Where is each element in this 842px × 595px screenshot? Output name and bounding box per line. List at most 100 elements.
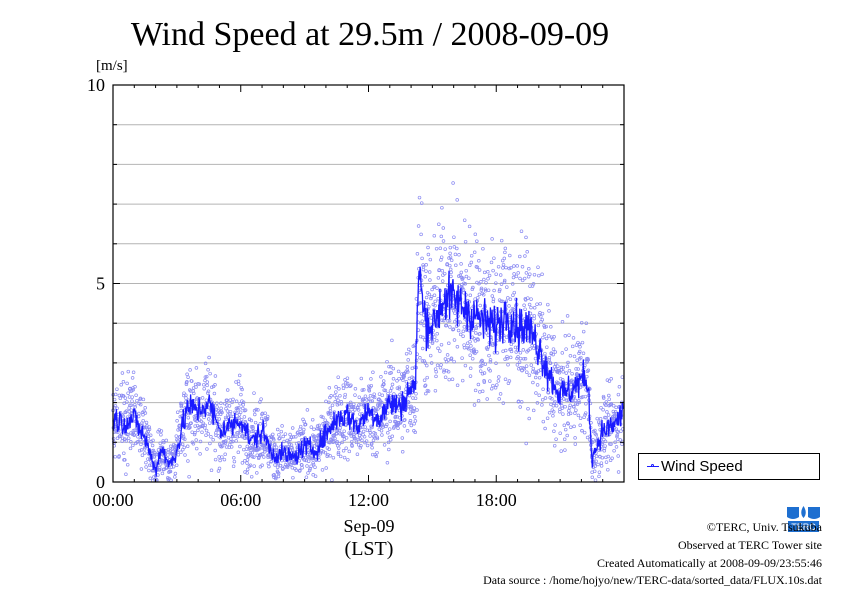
scatter-point bbox=[473, 232, 478, 237]
scatter-point bbox=[293, 461, 297, 466]
scatter-point bbox=[479, 288, 484, 292]
scatter-point bbox=[591, 438, 595, 442]
scatter-point bbox=[402, 373, 407, 378]
scatter-point bbox=[615, 429, 619, 434]
scatter-point bbox=[607, 397, 611, 401]
scatter-point bbox=[144, 465, 148, 469]
scatter-point bbox=[488, 379, 492, 383]
series-line-wind-speed bbox=[112, 266, 624, 477]
scatter-point bbox=[361, 429, 366, 434]
scatter-point bbox=[554, 437, 558, 441]
scatter-point bbox=[511, 293, 515, 297]
scatter-point bbox=[486, 345, 491, 349]
scatter-point bbox=[193, 424, 197, 428]
scatter-point bbox=[475, 265, 480, 269]
scatter-point bbox=[202, 386, 206, 391]
scatter-point bbox=[512, 272, 516, 276]
scatter-point bbox=[393, 414, 398, 419]
scatter-point bbox=[572, 354, 577, 359]
scatter-point bbox=[568, 403, 572, 408]
scatter-point bbox=[375, 450, 379, 455]
scatter-point bbox=[432, 293, 437, 298]
scatter-point bbox=[206, 368, 210, 372]
scatter-point bbox=[567, 368, 572, 373]
scatter-point bbox=[278, 436, 282, 440]
scatter-point bbox=[576, 413, 581, 418]
scatter-point bbox=[202, 415, 206, 420]
scatter-point bbox=[249, 445, 253, 450]
scatter-point bbox=[358, 431, 363, 435]
scatter-point bbox=[474, 331, 478, 335]
scatter-point bbox=[567, 409, 571, 413]
scatter-point bbox=[445, 353, 450, 357]
scatter-point bbox=[326, 421, 330, 426]
scatter-point bbox=[448, 245, 453, 250]
scatter-point bbox=[595, 416, 599, 421]
legend-marker-swatch bbox=[651, 464, 654, 467]
x-tick-label: 18:00 bbox=[476, 490, 517, 510]
scatter-point bbox=[501, 401, 506, 405]
scatter-point bbox=[281, 434, 285, 439]
scatter-point bbox=[429, 361, 434, 365]
scatter-point bbox=[258, 400, 262, 404]
scatter-point bbox=[443, 247, 447, 251]
scatter-point bbox=[374, 409, 378, 413]
scatter-point bbox=[115, 436, 120, 441]
scatter-point bbox=[566, 412, 571, 417]
scatter-point bbox=[507, 304, 511, 308]
scatter-point bbox=[216, 434, 221, 438]
scatter-point bbox=[505, 356, 509, 361]
scatter-point bbox=[554, 403, 559, 408]
scatter-point bbox=[563, 404, 567, 409]
scatter-point bbox=[212, 391, 217, 396]
scatter-point bbox=[222, 457, 227, 462]
scatter-point bbox=[482, 277, 486, 282]
scatter-point bbox=[271, 432, 275, 437]
scatter-point bbox=[217, 442, 222, 447]
scatter-point bbox=[544, 336, 549, 341]
scatter-point bbox=[131, 388, 135, 392]
scatter-point bbox=[218, 458, 222, 463]
scatter-point bbox=[203, 361, 208, 366]
scatter-point bbox=[460, 356, 464, 360]
scatter-point bbox=[607, 379, 612, 383]
scatter-point bbox=[495, 351, 500, 355]
scatter-point bbox=[273, 463, 277, 467]
scatter-point bbox=[565, 398, 569, 403]
scatter-point bbox=[382, 382, 386, 387]
scatter-point bbox=[367, 428, 372, 433]
scatter-point bbox=[461, 334, 465, 338]
scatter-point bbox=[543, 351, 547, 356]
scatter-point bbox=[123, 396, 128, 400]
scatter-point bbox=[453, 311, 457, 315]
scatter-point bbox=[424, 295, 429, 300]
scatter-point bbox=[341, 386, 346, 391]
scatter-point bbox=[240, 461, 245, 465]
scatter-point bbox=[234, 439, 238, 443]
scatter-point bbox=[441, 239, 446, 243]
scatter-point bbox=[467, 276, 471, 280]
scatter-point bbox=[609, 442, 613, 446]
scatter-point bbox=[445, 262, 449, 266]
scatter-point bbox=[397, 385, 402, 390]
scatter-point bbox=[126, 369, 131, 374]
scatter-point bbox=[597, 470, 602, 474]
scatter-point bbox=[311, 461, 315, 465]
scatter-point bbox=[141, 418, 145, 423]
scatter-point bbox=[474, 349, 479, 354]
scatter-point bbox=[329, 394, 333, 398]
scatter-point bbox=[113, 404, 118, 408]
scatter-point bbox=[158, 441, 163, 446]
scatter-point bbox=[560, 351, 565, 355]
scatter-point bbox=[358, 446, 363, 450]
scatter-point bbox=[159, 432, 163, 437]
scatter-point bbox=[317, 423, 322, 428]
scatter-point bbox=[114, 430, 118, 434]
scatter-point bbox=[265, 417, 269, 422]
scatter-point bbox=[205, 447, 209, 451]
scatter-point bbox=[174, 434, 179, 438]
scatter-point bbox=[586, 358, 590, 362]
scatter-point bbox=[470, 287, 475, 292]
logo-text: TERC bbox=[791, 522, 816, 532]
scatter-point bbox=[227, 404, 232, 408]
